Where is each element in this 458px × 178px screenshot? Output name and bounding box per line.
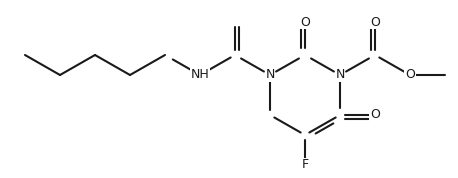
Text: N: N — [265, 69, 275, 82]
Text: O: O — [300, 15, 310, 28]
Text: NH: NH — [191, 69, 209, 82]
Text: O: O — [405, 69, 415, 82]
Text: O: O — [370, 15, 380, 28]
Text: O: O — [370, 109, 380, 122]
Text: N: N — [335, 69, 345, 82]
Text: F: F — [301, 158, 309, 171]
